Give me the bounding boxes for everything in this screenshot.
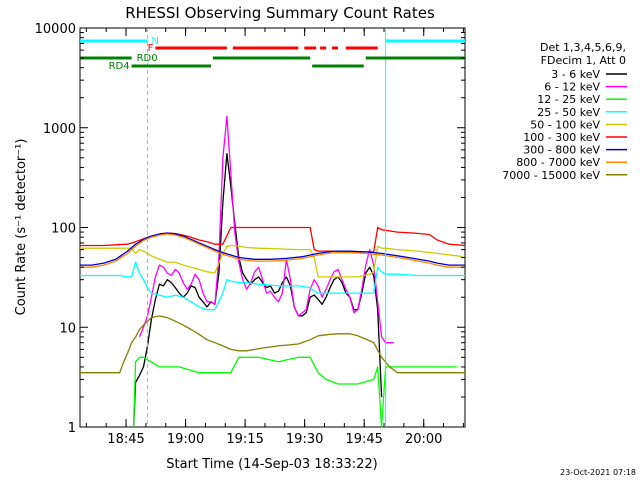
- legend-label-100-300-kev: 100 - 300 keV: [523, 131, 600, 144]
- legend-label-3-6-kev: 3 - 6 keV: [551, 68, 600, 81]
- y-tick-label-4: 10000: [35, 22, 76, 37]
- legend-label-7000-15000-kev: 7000 - 15000 keV: [502, 169, 600, 182]
- legend-label-12-25-kev: 12 - 25 keV: [537, 93, 600, 106]
- series-line-6-12-kev: [138, 115, 394, 344]
- x-tick-label-3: 19:30: [286, 432, 323, 447]
- series-layer: [80, 115, 466, 428]
- legend-header-line-1: Det 1,3,4,5,6,9,: [540, 41, 626, 54]
- legend: Det 1,3,4,5,6,9, FDecim 1, Att 0 3 - 6 k…: [502, 41, 627, 182]
- x-tick-label-2: 19:15: [226, 432, 263, 447]
- x-tick-label-1: 19:00: [167, 432, 204, 447]
- footer-timestamp: 23-Oct-2021 07:18: [560, 468, 636, 477]
- legend-label-800-7000-kev: 800 - 7000 keV: [516, 156, 600, 169]
- flag-label-n: N: [151, 36, 158, 47]
- legend-label-50-100-kev: 50 - 100 keV: [530, 118, 600, 131]
- y-tick-label-3: 1000: [43, 122, 76, 137]
- x-tick-label-4: 19:45: [345, 432, 382, 447]
- legend-header-line-2: FDecim 1, Att 0: [541, 54, 626, 67]
- y-tick-label-1: 10: [59, 321, 76, 336]
- legend-label-300-800-kev: 300 - 800 keV: [523, 144, 600, 157]
- y-axis-label: Count Rate (s⁻¹ detector⁻¹): [14, 139, 29, 316]
- tick-layer: 1 10 100 1000 10000 18:45 19:00 19:15 19:30 19:45…: [35, 22, 465, 447]
- series-line-25-50-kev: [80, 261, 465, 311]
- series-line-800-7000-kev: [80, 233, 465, 268]
- series-line-50-100-kev: [80, 244, 466, 278]
- flag-label-f: F: [148, 43, 154, 54]
- chart-title: RHESSI Observing Summary Count Rates: [125, 4, 435, 22]
- series-line-3-6-kev: [132, 152, 383, 428]
- legend-label-25-50-kev: 25 - 50 keV: [537, 106, 600, 119]
- x-axis-label: Start Time (14-Sep-03 18:33:22): [166, 457, 377, 472]
- x-tick-label-5: 20:00: [405, 432, 442, 447]
- legend-label-6-12-kev: 6 - 12 keV: [544, 81, 600, 94]
- x-tick-label-0: 18:45: [107, 432, 144, 447]
- y-tick-label-2: 100: [51, 222, 76, 237]
- series-line-7000-15000-kev: [80, 315, 465, 374]
- series-line-12-25-kev: [132, 356, 458, 428]
- flag-label-rd4: RD4: [109, 61, 130, 72]
- y-tick-label-0: 1: [68, 421, 76, 436]
- flag-label-rd0: RD0: [137, 53, 158, 64]
- series-line-300-800-kev: [80, 232, 465, 266]
